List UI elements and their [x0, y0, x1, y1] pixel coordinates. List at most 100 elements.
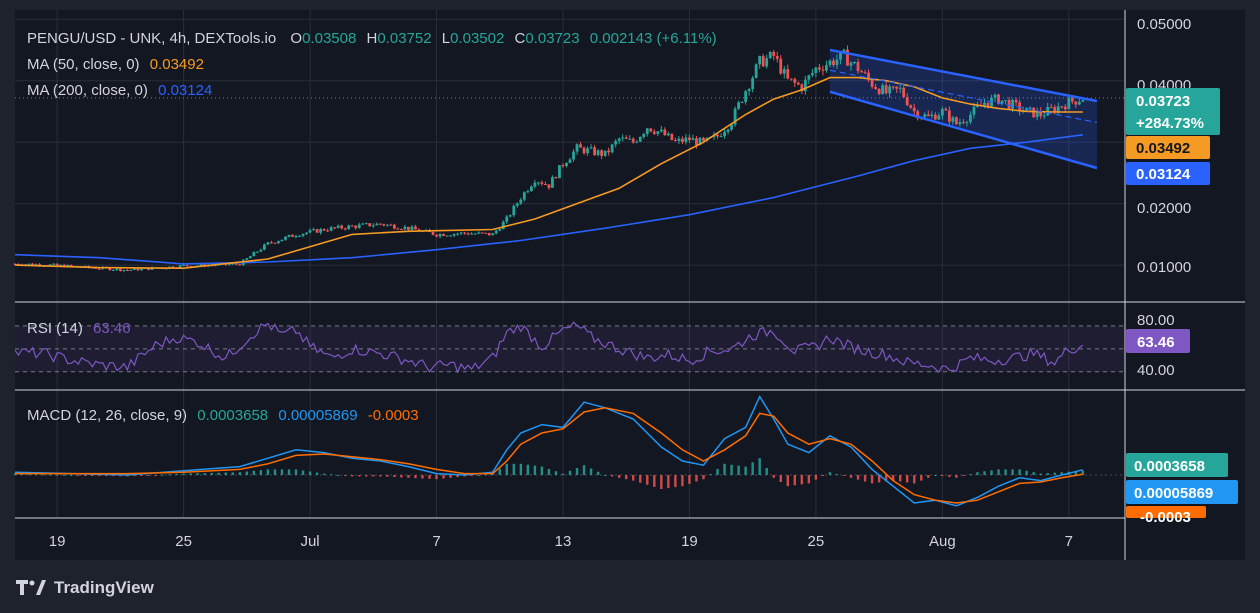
brand-footer[interactable]: TradingView [16, 575, 154, 601]
candle-body [958, 122, 962, 125]
macd-histogram-bar [245, 471, 249, 475]
candle-body [681, 138, 684, 142]
candle-body [898, 87, 902, 89]
candle-body [565, 163, 568, 166]
candle-body [445, 235, 449, 237]
candle-body [515, 203, 519, 206]
candle-body [536, 182, 540, 184]
candle-body [118, 268, 122, 271]
candle-body [287, 234, 291, 237]
hist-badge: -0.0003 [1126, 506, 1206, 526]
candle-body [305, 232, 308, 234]
candle-body [782, 69, 786, 74]
candle-body [814, 67, 818, 73]
rsi-tick: 40.00 [1137, 362, 1175, 379]
macd-histogram-bar [112, 475, 115, 477]
time-axis[interactable]: 19 25 Jul 7 13 19 25 Aug 7 [49, 533, 1073, 550]
macd-histogram-bar [498, 468, 501, 475]
candle-body [607, 150, 611, 153]
rsi-legend: RSI (14) 63.46 [27, 320, 131, 337]
macd-histogram-bar [175, 473, 178, 475]
candle-body [115, 268, 119, 270]
macd-histogram-bar [1039, 473, 1042, 475]
macd-histogram-bar [203, 473, 206, 475]
macd-histogram-bar [877, 475, 881, 483]
time-tick: 19 [681, 533, 698, 550]
macd-histogram-bar [568, 470, 572, 475]
macd-histogram-bar [632, 475, 635, 481]
candle-body [347, 225, 351, 230]
candle-body [140, 268, 143, 271]
candle-body [547, 184, 551, 188]
channel-mid-line [829, 69, 1098, 124]
macd-histogram-bar [891, 475, 895, 481]
candle-body [182, 265, 186, 267]
macd-histogram-bar [758, 458, 761, 475]
candle-body [1060, 106, 1064, 108]
price-tick: 0.01000 [1137, 259, 1191, 276]
macd-histogram-bar [62, 474, 66, 476]
price-badge-change: +284.73% [1136, 115, 1204, 132]
macd-histogram-bar [41, 474, 45, 476]
close-value: 0.03723 [525, 30, 579, 47]
candle-body [407, 226, 410, 230]
candle-body [593, 147, 596, 155]
candle-body [473, 233, 477, 235]
candle-body [129, 269, 133, 271]
macd-histogram-bar [723, 463, 726, 475]
candle-body [645, 128, 649, 134]
candle-body [544, 184, 547, 186]
macd-histogram-bar [154, 475, 157, 476]
candle-body [456, 233, 459, 235]
price-pane[interactable] [13, 45, 1125, 273]
candle-body [1035, 110, 1039, 118]
macd-pane[interactable] [13, 395, 1125, 507]
rsi-pane[interactable] [14, 321, 1125, 374]
candle-body [38, 264, 41, 266]
candle-body [126, 269, 129, 271]
candle-body [772, 51, 776, 56]
macd-histogram-bar [238, 472, 242, 475]
candle-body [108, 267, 112, 271]
candle-body [635, 141, 639, 143]
macd-histogram-bar [807, 475, 811, 484]
candle-body [48, 264, 52, 266]
candle-body [909, 105, 913, 108]
candle-body [357, 224, 361, 228]
macd-histogram-bar [196, 473, 199, 475]
svg-text:0.0003658: 0.0003658 [1134, 458, 1205, 475]
macd-histogram-bar [1046, 473, 1049, 475]
time-tick: 25 [808, 533, 825, 550]
candle-body [234, 263, 238, 265]
candle-body [600, 150, 604, 156]
candle-body [1000, 100, 1004, 105]
macd-histogram-bar [800, 475, 804, 485]
candle-body [832, 60, 835, 66]
macd-histogram-bar [1018, 469, 1021, 475]
macd-histogram-bar [400, 475, 403, 478]
candle-body [375, 223, 379, 226]
macd-histogram-bar [322, 473, 326, 475]
signal-badge: 0.00005869 [1126, 480, 1238, 504]
high-value: 0.03752 [377, 30, 431, 47]
macd-histogram-bar [751, 462, 754, 475]
candle-body [589, 147, 593, 149]
macd-histogram-bar [828, 472, 832, 475]
candle-body [519, 199, 523, 204]
macd-histogram-bar [98, 475, 101, 476]
candle-body [916, 111, 920, 119]
symbol-label: PENGU/USD - UNK, 4h, DEXTools.io [27, 30, 276, 47]
candle-body [867, 72, 870, 80]
candle-body [652, 131, 656, 134]
candle-body [1014, 99, 1018, 103]
macd-histogram-bar [884, 475, 888, 482]
candle-body [31, 263, 34, 266]
candle-body [301, 233, 305, 236]
candle-body [825, 65, 828, 71]
candle-body [385, 224, 389, 226]
macd-histogram-bar [639, 475, 642, 483]
channel-fill [829, 49, 1097, 168]
svg-text:0.03492: 0.03492 [1136, 140, 1190, 157]
macd-histogram-bar [336, 475, 340, 476]
